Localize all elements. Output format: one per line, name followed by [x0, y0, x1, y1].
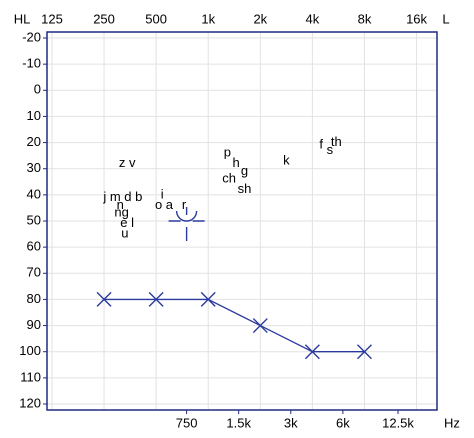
y-tick-label: 100 — [19, 343, 41, 358]
speech-sound: ch — [222, 171, 236, 186]
x-tick-label: 8k — [358, 11, 372, 26]
x-tick-label: 4k — [306, 11, 320, 26]
threshold-marker — [96, 291, 112, 307]
y-tick-label: -20 — [22, 29, 41, 44]
threshold-marker — [148, 291, 164, 307]
speech-sound: j m d b — [102, 189, 142, 204]
y-tick-label: 110 — [20, 369, 41, 384]
y-tick-label: 40 — [27, 186, 41, 201]
threshold-marker — [356, 344, 372, 360]
speech-sound: p — [224, 144, 231, 159]
x-tick-label: 6k — [336, 415, 350, 430]
y-tick-label: 20 — [27, 134, 41, 149]
x-tick-label: 250 — [93, 11, 115, 26]
y-tick-label: 90 — [27, 317, 41, 332]
threshold-marker — [252, 318, 268, 334]
speech-sound: h — [233, 155, 240, 170]
y-axis-label: HL — [14, 11, 31, 26]
x-axis-label-top: L — [442, 11, 449, 26]
speech-sound: z v — [119, 155, 136, 170]
y-tick-label: 30 — [27, 160, 41, 175]
soundfield-marker — [168, 207, 205, 241]
y-tick-label: 80 — [27, 291, 41, 306]
y-tick-label: -10 — [22, 56, 41, 71]
speech-sound: s — [327, 142, 334, 157]
x-tick-label: 2k — [253, 11, 267, 26]
speech-sound: ng — [114, 205, 128, 220]
plot-frame — [46, 31, 438, 411]
speech-sound: o a — [155, 197, 174, 212]
x-tick-label: 12.5k — [382, 415, 414, 430]
speech-sound: e l — [120, 215, 134, 230]
speech-sound: g — [241, 163, 248, 178]
y-tick-label: 0 — [34, 82, 41, 97]
x-tick-label: 3k — [284, 415, 298, 430]
x-tick-label: 1.5k — [226, 415, 251, 430]
x-axis-label-bottom: Hz — [444, 415, 460, 430]
threshold-marker — [200, 291, 216, 307]
speech-sound: i — [161, 186, 164, 201]
speech-sound: u — [121, 226, 128, 241]
y-tick-label: 10 — [27, 108, 41, 123]
x-tick-label: 750 — [176, 415, 198, 430]
y-tick-label: 70 — [27, 265, 41, 280]
speech-sound: th — [331, 134, 342, 149]
speech-sound: sh — [238, 181, 252, 196]
speech-sound: r — [182, 197, 187, 212]
y-tick-label: 50 — [27, 212, 41, 227]
speech-sound: f — [319, 137, 323, 152]
speech-sound: k — [283, 152, 290, 167]
x-tick-label: 1k — [201, 11, 215, 26]
x-tick-label: 500 — [145, 11, 167, 26]
speech-sound: n — [117, 197, 124, 212]
y-tick-label: 60 — [27, 239, 41, 254]
x-tick-label: 125 — [41, 11, 63, 26]
threshold-marker — [304, 344, 320, 360]
threshold-line — [104, 298, 365, 353]
x-tick-label: 16k — [406, 11, 427, 26]
y-tick-label: 120 — [19, 395, 41, 410]
